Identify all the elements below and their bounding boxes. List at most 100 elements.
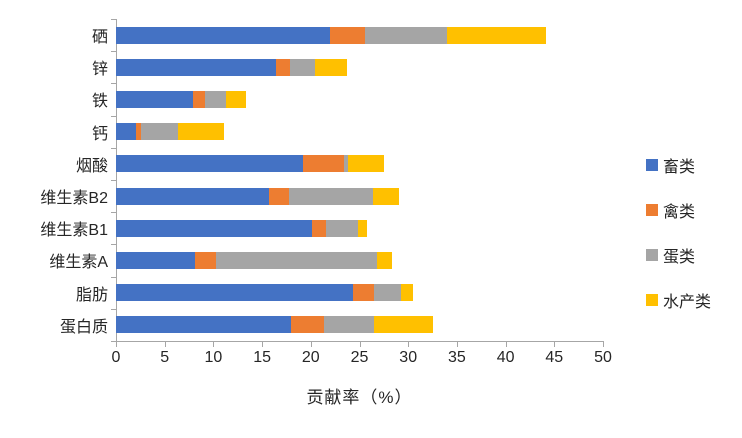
- legend-label: 禽类: [663, 204, 696, 221]
- bar-segment-禽类: [192, 91, 205, 108]
- x-axis-tick-label: 40: [496, 349, 515, 366]
- bar-segment-禽类: [330, 26, 366, 44]
- category-label: 钙: [91, 125, 108, 143]
- x-axis-title: 贡献率（%）: [306, 388, 413, 407]
- bar-segment-水产类: [357, 219, 368, 237]
- bar-segment-蛋类: [290, 58, 315, 76]
- bar-row-7: [116, 219, 368, 237]
- category-label: 硒: [91, 29, 108, 47]
- x-axis-tick: [116, 342, 117, 347]
- x-axis-tick-label: 45: [545, 349, 564, 366]
- x-axis-tick-label: 50: [594, 349, 612, 366]
- x-axis-tick: [262, 342, 264, 347]
- bar-segment-水产类: [374, 316, 433, 334]
- x-axis-tick-label: 30: [399, 349, 418, 366]
- bar-row-9: [116, 284, 414, 302]
- bar-segment-水产类: [347, 155, 384, 173]
- bar-segment-水产类: [373, 187, 400, 205]
- bar-segment-禽类: [311, 219, 327, 237]
- bar-segment-蛋类: [326, 219, 358, 237]
- bar-segment-禽类: [291, 316, 325, 334]
- y-axis-line: [116, 19, 117, 342]
- bar-segment-禽类: [275, 58, 291, 76]
- legend: 畜类 禽类 蛋类 水产类: [646, 153, 711, 333]
- y-axis-tick: [111, 83, 116, 85]
- bar-row-10: [116, 316, 433, 334]
- legend-label: 水产类: [663, 294, 712, 311]
- bar-row-2: [116, 58, 347, 76]
- x-axis-tick: [213, 342, 215, 347]
- bar-segment-水产类: [226, 91, 246, 108]
- y-axis-tick: [111, 308, 116, 310]
- y-axis-tick: [111, 276, 116, 278]
- x-axis-tick: [408, 342, 410, 347]
- bar-row-1: [116, 26, 547, 44]
- bar-row-3: [116, 91, 246, 108]
- y-axis-tick: [111, 212, 116, 214]
- category-label: 铁: [91, 93, 108, 111]
- y-axis-tick: [111, 19, 116, 20]
- legend-label: 蛋类: [663, 249, 696, 266]
- bar-segment-蛋类: [141, 123, 179, 141]
- bar-row-8: [116, 252, 392, 269]
- bar-segment-蛋类: [216, 252, 378, 269]
- x-axis-tick: [310, 342, 312, 347]
- x-axis-tick-label: 25: [350, 349, 369, 366]
- x-axis-tick-label: 0: [111, 349, 121, 366]
- x-axis-tick: [505, 342, 507, 347]
- category-label: 蛋白质: [59, 318, 108, 336]
- x-axis-tick: [603, 342, 604, 347]
- bar-segment-禽类: [352, 284, 375, 302]
- legend-swatch-icon: [646, 159, 658, 171]
- y-axis-tick: [111, 244, 116, 246]
- legend-swatch-icon: [646, 204, 658, 216]
- y-axis-tick: [111, 51, 116, 53]
- bar-segment-畜类: [116, 155, 303, 173]
- bar-segment-水产类: [377, 252, 392, 269]
- x-axis-tick-label: 35: [447, 349, 466, 366]
- bar-segment-畜类: [116, 26, 331, 44]
- legend-label: 畜类: [663, 159, 696, 176]
- bar-segment-畜类: [116, 123, 137, 141]
- y-axis-tick: [111, 180, 116, 181]
- plot-area: [116, 19, 603, 341]
- x-axis-tick-label: 10: [204, 349, 223, 366]
- bar-segment-畜类: [116, 219, 312, 237]
- bar-segment-水产类: [314, 58, 347, 76]
- category-label: 脂肪: [75, 286, 108, 304]
- legend-item-水产类: 水产类: [646, 288, 711, 312]
- bar-segment-水产类: [401, 284, 414, 302]
- bar-segment-畜类: [116, 58, 276, 76]
- bar-segment-畜类: [116, 91, 193, 108]
- category-label: 维生素B1: [40, 222, 108, 240]
- bar-row-6: [116, 187, 400, 205]
- x-axis-tick-label: 15: [253, 349, 271, 366]
- legend-swatch-icon: [646, 294, 658, 306]
- y-axis-tick: [111, 115, 116, 117]
- bar-segment-蛋类: [374, 284, 402, 302]
- legend-item-畜类: 畜类: [646, 153, 711, 177]
- bar-segment-禽类: [303, 155, 344, 173]
- legend-item-禽类: 禽类: [646, 198, 711, 222]
- x-axis-tick-label: 5: [160, 349, 170, 366]
- bar-segment-畜类: [116, 187, 269, 205]
- x-axis-tick: [554, 342, 556, 347]
- category-label: 锌: [91, 61, 108, 79]
- bar-segment-水产类: [447, 26, 547, 44]
- bar-segment-禽类: [268, 187, 290, 205]
- bar-segment-水产类: [178, 123, 225, 141]
- category-label: 维生素B2: [40, 190, 108, 208]
- x-axis-tick: [456, 342, 458, 347]
- legend-swatch-icon: [646, 249, 658, 261]
- x-axis-line: [112, 341, 604, 342]
- bar-segment-蛋类: [204, 91, 227, 108]
- x-axis-tick: [164, 342, 166, 347]
- y-axis-tick: [111, 147, 116, 149]
- bar-segment-禽类: [136, 123, 142, 141]
- y-axis-tick: [111, 341, 116, 342]
- legend-item-蛋类: 蛋类: [646, 243, 711, 267]
- bar-segment-蛋类: [324, 316, 375, 334]
- bar-segment-蛋类: [343, 155, 348, 173]
- bar-segment-蛋类: [365, 26, 448, 44]
